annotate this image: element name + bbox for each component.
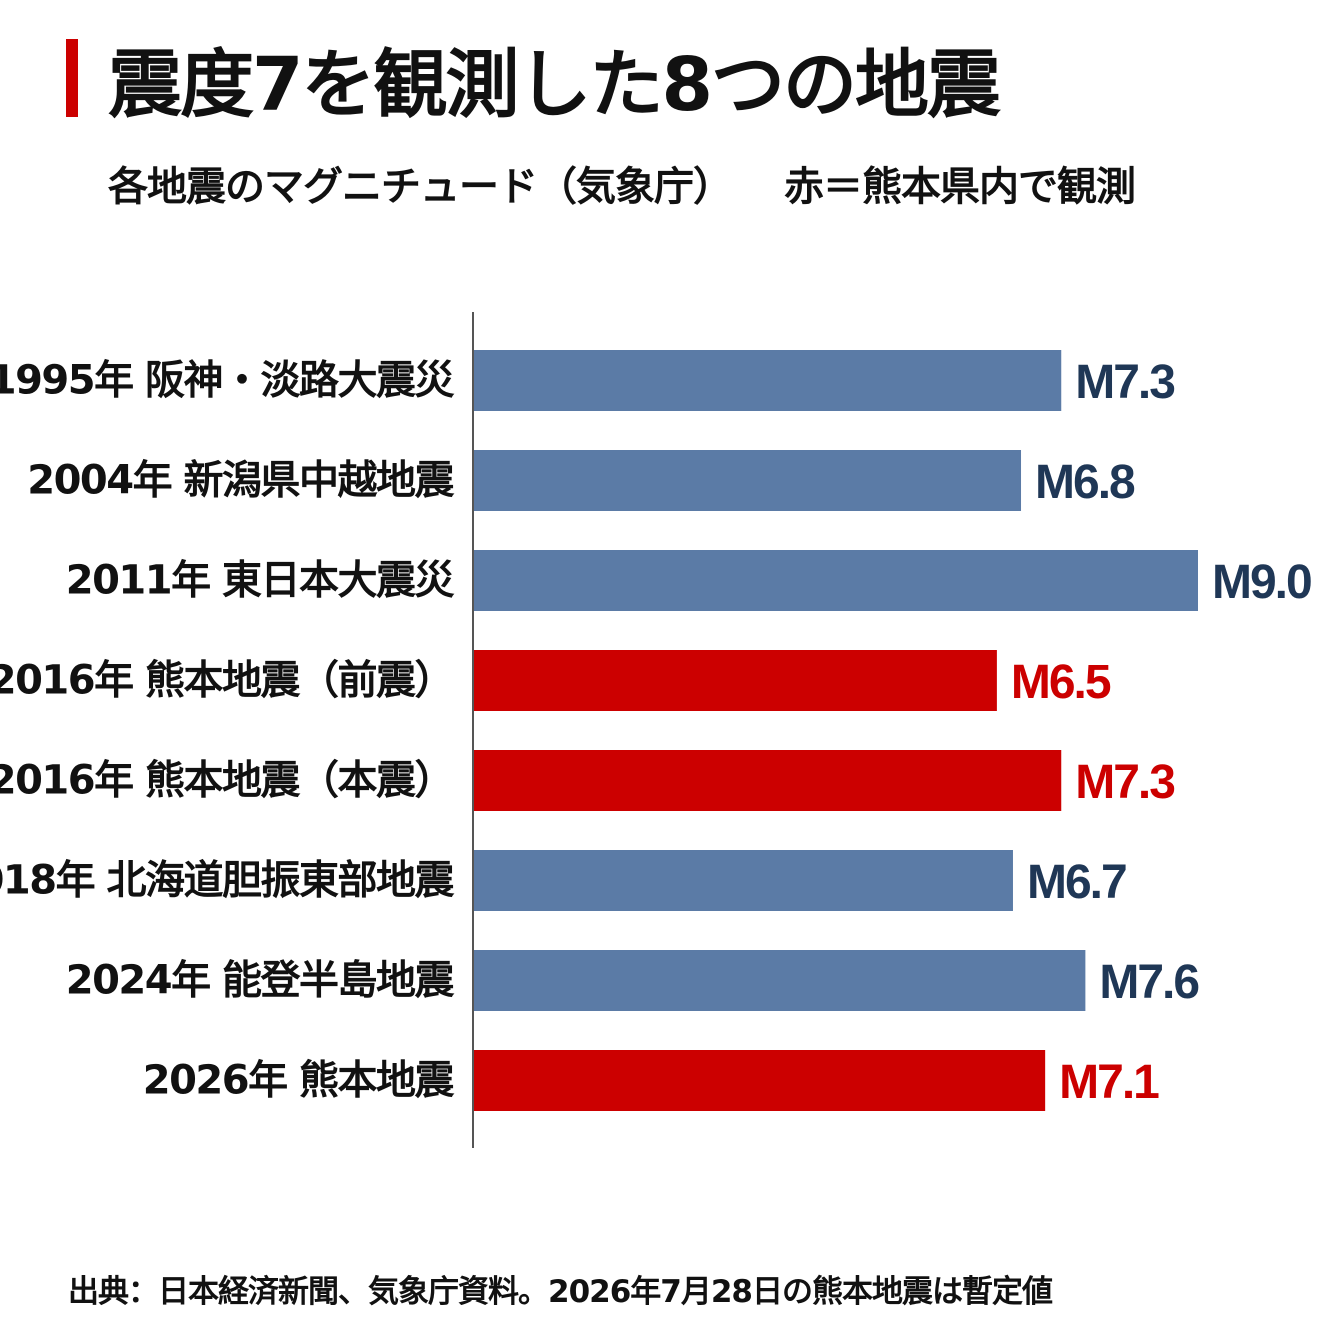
value-label: M7.1 [1059, 1056, 1159, 1109]
value-label: M6.5 [1011, 656, 1111, 709]
bar [474, 750, 1062, 811]
bar-chart: 1995年 阪神・淡路大震災 M7.3 2004年 新潟県中越地震 M6.8 2011年… [0, 312, 1313, 1148]
value-label: M7.3 [1075, 756, 1174, 809]
value-label: M6.7 [1027, 856, 1126, 909]
subtitle-note: 赤＝熊本県内で観測 [784, 164, 1136, 210]
title-block: 震度7を観測した8つの地震 [66, 28, 1001, 128]
value-label: M9.0 [1212, 556, 1311, 609]
bar [474, 650, 997, 711]
category-label: 2011年 東日本大震災 [66, 558, 455, 604]
category-label: 2024年 能登半島地震 [66, 958, 455, 1004]
chart-subtitle: 各地震のマグニチュード（気象庁） 赤＝熊本県内で観測 [108, 154, 1136, 212]
category-label: 2016年 熊本地震（本震） [0, 758, 453, 804]
value-label: M7.6 [1099, 956, 1198, 1009]
bar [474, 950, 1086, 1011]
subtitle-main: 各地震のマグニチュード（気象庁） [108, 164, 733, 210]
category-label: 2018年 北海道胆振東部地震 [0, 858, 454, 904]
category-label: 2026年 熊本地震 [143, 1058, 455, 1104]
bar [474, 1050, 1046, 1111]
chart-title: 震度7を観測した8つの地震 [108, 41, 1001, 128]
category-label: 2016年 熊本地震（前震） [0, 658, 453, 704]
value-label: M7.3 [1075, 356, 1174, 409]
category-label: 2004年 新潟県中越地震 [27, 458, 454, 504]
title-accent-bar [66, 39, 78, 117]
bar [474, 850, 1013, 911]
bar [474, 350, 1062, 411]
source-note: 出典：日本経済新聞、気象庁資料。2026年7月28日の熊本地震は暫定値 [68, 1274, 1053, 1310]
value-label: M6.8 [1035, 456, 1135, 509]
bar [474, 550, 1198, 611]
category-label: 1995年 阪神・淡路大震災 [0, 358, 454, 404]
bar [474, 450, 1022, 511]
